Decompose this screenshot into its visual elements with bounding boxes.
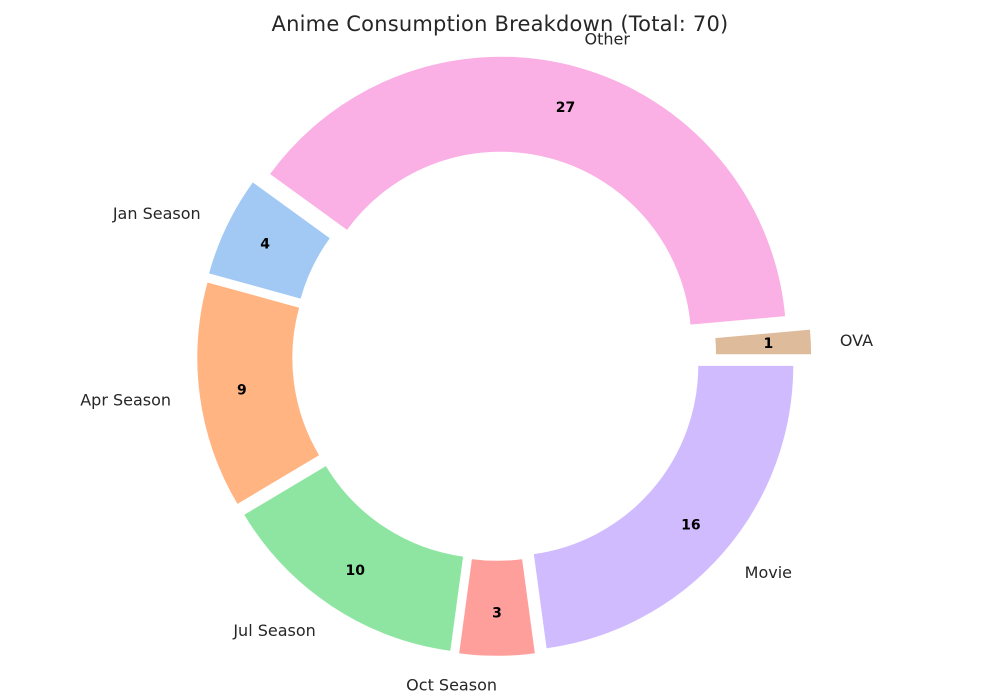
value-label-ova: 1 [764,336,774,352]
slice-oct-season [458,558,536,657]
slice-jul-season [242,464,465,652]
value-label-other: 27 [556,100,575,116]
value-label-apr-season: 9 [237,383,247,399]
value-label-movie: 16 [681,517,700,533]
value-label-oct-season: 3 [492,605,502,621]
slice-label-jan-season: Jan Season [112,204,201,223]
value-label-jul-season: 10 [345,563,365,579]
value-label-jan-season: 4 [260,236,270,252]
slice-label-jul-season: Jul Season [232,621,315,640]
slice-label-ova: OVA [840,331,873,350]
slice-label-oct-season: Oct Season [406,675,497,694]
slice-label-other: Other [584,29,630,48]
chart-title: Anime Consumption Breakdown (Total: 70) [271,12,729,36]
slice-label-movie: Movie [745,563,792,582]
slice-label-apr-season: Apr Season [80,391,171,410]
slice-other [268,55,787,326]
slice-jan-season [207,180,332,300]
slice-ova [714,328,813,356]
slice-movie [532,364,795,650]
slice-apr-season [196,281,321,506]
